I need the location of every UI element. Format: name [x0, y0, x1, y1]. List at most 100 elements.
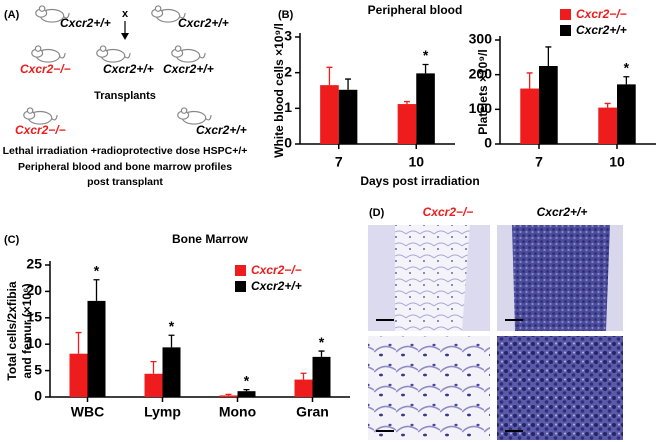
note: Peripheral blood and bone marrow profile… [18, 161, 232, 173]
histology-images [368, 225, 623, 440]
bar [69, 353, 88, 397]
legend-swatch [560, 25, 571, 36]
bar [338, 89, 358, 144]
error-bar [168, 334, 175, 348]
bar [87, 300, 106, 397]
legend-label: Cxcr2+/+ [576, 23, 627, 37]
significance-label: * [423, 47, 429, 63]
y-axis-label: White blood cells ×10⁹/l [272, 23, 286, 158]
bar [144, 373, 163, 397]
x-tick-label: 7 [535, 154, 543, 170]
error-bar [545, 46, 552, 66]
panel-label: (D) [369, 207, 385, 219]
genotype-label: Cxcr2−/− [15, 123, 66, 137]
note: Lethal irradiation +radioprotective dose… [3, 145, 248, 157]
note: post transplant [87, 176, 163, 188]
y-tick-label: 0 [484, 135, 492, 151]
y-axis-label: and femur (×10⁶) [20, 283, 34, 378]
mouse-icon [177, 107, 212, 125]
error-bar [345, 78, 352, 90]
error-bar [93, 279, 100, 301]
legend-label: Cxcr2−/− [251, 263, 302, 277]
bar [598, 107, 617, 144]
bar [416, 73, 435, 144]
y-tick-label: 0 [34, 388, 42, 404]
y-tick-label: 200 [469, 65, 493, 81]
y-tick-label: 10 [26, 335, 42, 351]
legend-swatch [560, 9, 571, 20]
y-tick-label: 20 [26, 282, 42, 298]
cross-label: x [122, 8, 129, 20]
error-bar [318, 350, 325, 357]
chart-title: Peripheral blood [368, 3, 463, 17]
genotype-label: Cxcr2+/+ [103, 62, 154, 76]
significance-label: * [624, 59, 630, 75]
y-axis-label: Total cells/2xfibia [5, 281, 19, 380]
column-label: Cxcr2−/− [423, 205, 474, 219]
x-axis-label: Days post irradiation [360, 174, 479, 188]
mouse-icon [171, 45, 206, 63]
mouse-icon [23, 107, 58, 125]
micrograph [497, 336, 623, 440]
genotype-label: Cxcr2+/+ [178, 16, 229, 30]
marrow-region [512, 225, 610, 331]
bar [162, 347, 181, 397]
error-bar [526, 72, 533, 89]
y-tick-label: 0 [284, 135, 292, 151]
y-tick-label: 15 [26, 309, 42, 325]
error-bar [604, 102, 611, 108]
bar [320, 85, 339, 144]
bar [397, 104, 417, 144]
y-tick-label: 5 [34, 361, 42, 377]
y-tick-label: 2 [284, 63, 292, 79]
bar [520, 88, 539, 144]
panel-label: (C) [4, 234, 20, 246]
bar [237, 391, 256, 397]
legend-label: Cxcr2−/− [576, 7, 627, 21]
genotype-label: Cxcr2−/− [20, 62, 71, 76]
error-bar [422, 63, 429, 74]
micrograph [368, 336, 490, 440]
x-tick-label: Mono [219, 404, 256, 420]
genotype-label: Cxcr2+/+ [196, 123, 247, 137]
genotype-label: Cxcr2+/+ [60, 16, 111, 30]
x-tick-label: WBC [71, 404, 104, 420]
y-tick-label: 25 [26, 256, 42, 272]
significance-label: * [94, 262, 100, 278]
panel-label: (A) [4, 9, 20, 21]
error-bar [150, 360, 157, 374]
significance-label: * [169, 318, 175, 334]
legend-swatch [235, 281, 246, 292]
error-bar [623, 76, 630, 85]
error-bar [225, 393, 232, 396]
error-bar [243, 388, 250, 392]
significance-label: * [319, 334, 325, 350]
error-bar [75, 331, 82, 354]
x-tick-label: Lymp [144, 404, 181, 420]
x-tick-label: 10 [609, 154, 625, 170]
legend-swatch [235, 265, 246, 276]
bar [617, 84, 636, 144]
x-tick-label: Gran [296, 404, 329, 420]
section-title: Transplants [94, 90, 156, 102]
x-tick-label: 7 [335, 154, 343, 170]
significance-label: * [244, 372, 250, 388]
error-bar [326, 66, 333, 86]
y-tick-label: 100 [469, 100, 493, 116]
y-tick-label: 300 [469, 31, 493, 47]
error-bar [403, 100, 410, 105]
bar [219, 395, 238, 397]
genotype-label: Cxcr2+/+ [163, 62, 214, 76]
bar [294, 379, 313, 397]
y-tick-label: 1 [284, 99, 292, 115]
legend-label: Cxcr2+/+ [251, 279, 302, 293]
y-tick-label: 3 [284, 28, 292, 44]
mouse-icon [96, 45, 131, 63]
chart-title: Bone Marrow [172, 232, 249, 246]
arrow-head [121, 33, 129, 40]
bar [539, 66, 558, 144]
x-tick-label: 10 [408, 154, 424, 170]
bar [312, 356, 331, 397]
panel-label: (B) [278, 9, 294, 21]
